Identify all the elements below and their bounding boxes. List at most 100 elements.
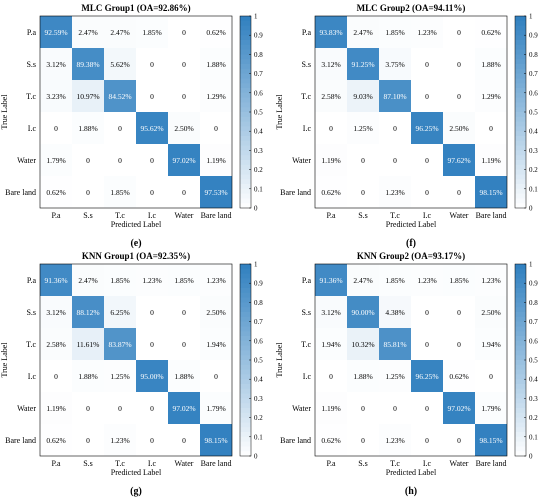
cell-value-label: 1.79% [46,156,65,165]
y-tick-label: I.c [28,372,37,381]
cell-value-label: 1.88% [78,372,97,381]
cell-value-label: 91.36% [319,276,342,285]
colorbar-segment [240,355,251,361]
colorbar-segment [240,364,251,370]
colorbar-segment [515,112,526,118]
y-tick-label: T.c [26,340,36,349]
colorbar-segment [515,198,526,204]
cell-value-label: 83.87% [108,340,131,349]
cell-value-label: 0.62% [46,436,65,445]
cell-value-label: 0 [54,124,58,133]
x-tick-label: Bare land [201,459,232,468]
colorbar-segment [515,131,526,137]
heatmap-cell [136,296,168,328]
colorbar-segment [515,203,526,209]
cell-value-label: 0 [329,372,333,381]
y-tick-label: I.c [303,372,312,381]
x-axis-label: Predicted Label [111,220,162,229]
cell-value-label: 2.50% [481,308,500,317]
colorbar-segment [240,102,251,108]
x-axis-label: Predicted Label [386,220,437,229]
colorbar-segment [515,326,526,332]
x-axis-label: Predicted Label [386,468,437,477]
colorbar-segment [515,297,526,303]
colorbar-segment [515,316,526,322]
heatmap-cell [104,296,136,328]
colorbar-segment [240,30,251,36]
cell-value-label: 1.85% [385,276,404,285]
colorbar-segment [515,388,526,394]
cell-value-label: 2.58% [46,340,65,349]
cell-value-label: 98.15% [204,436,227,445]
colorbar-segment [240,283,251,289]
cell-value-label: 0.62% [206,28,225,37]
heatmap-cell [200,112,232,144]
colorbar-segment [515,188,526,194]
cell-value-label: 97.53% [204,188,227,197]
colorbar-tick-label: 0.5 [254,109,263,117]
colorbar-segment [515,292,526,298]
confusion-panel-2: MLC Group2 (OA=94.11%) 93.83% 2.47% 1.85% 1.… [275,3,538,249]
x-tick-label: Water [175,211,194,220]
cell-value-label: 93.83% [319,28,342,37]
cell-value-label: 0 [425,308,429,317]
heatmap-cell [379,360,411,392]
cell-value-label: 1.94% [481,340,500,349]
heatmap-cell [315,424,347,456]
colorbar-segment [240,35,251,41]
colorbar-tick-label: 0.1 [254,433,263,441]
heatmap-cell [200,80,232,112]
colorbar-tick-label: 0.5 [254,357,263,365]
heatmap-cell [104,424,136,456]
cell-value-label: 1.85% [449,276,468,285]
colorbar-segment [240,446,251,452]
colorbar-segment [240,384,251,390]
heatmap-cell [315,144,347,176]
colorbar-segment [515,155,526,161]
x-tick-label: I.c [423,459,432,468]
colorbar-segment [240,345,251,351]
heatmap-cell [411,392,443,424]
heatmap-cell [168,296,200,328]
colorbar-segment [515,54,526,60]
cell-value-label: 97.62% [447,156,470,165]
colorbar-segment [515,441,526,447]
colorbar-segment [240,59,251,65]
y-tick-label: T.c [26,92,36,101]
heatmap-cell [200,48,232,80]
heatmap-cell [40,80,72,112]
colorbar-segment [515,278,526,284]
colorbar-segment [515,364,526,370]
heatmap-cell [104,16,136,48]
cell-value-label: 2.50% [206,308,225,317]
colorbar-tick-label: 0.3 [529,147,538,155]
cell-value-label: 1.79% [481,404,500,413]
colorbar-segment [515,273,526,279]
x-axis-label: Predicted Label [111,468,162,477]
heatmap-cell [104,360,136,392]
heatmap-cell [315,328,347,360]
heatmap-cell [315,360,347,392]
cell-value-label: 0 [361,156,365,165]
colorbar-segment [515,417,526,423]
cell-value-label: 0.62% [481,28,500,37]
cell-value-label: 0 [489,124,493,133]
cell-value-label: 1.23% [110,436,129,445]
plot-frame [39,263,233,457]
colorbar-tick-label: 0.6 [254,337,263,345]
colorbar-tick-label: 0.6 [254,89,263,97]
colorbar-segment [515,59,526,65]
cell-value-label: 1.23% [481,276,500,285]
colorbar-segment [515,264,526,270]
heatmap-cell [379,48,411,80]
colorbar-segment [240,203,251,209]
heatmap-cell [411,16,443,48]
heatmap-cell [168,424,200,456]
panel-caption: (g) [130,486,142,497]
colorbar-segment [515,312,526,318]
x-tick-label: Water [450,211,469,220]
y-tick-label: T.c [301,340,311,349]
colorbar-segment [515,164,526,170]
colorbar-segment [515,49,526,55]
